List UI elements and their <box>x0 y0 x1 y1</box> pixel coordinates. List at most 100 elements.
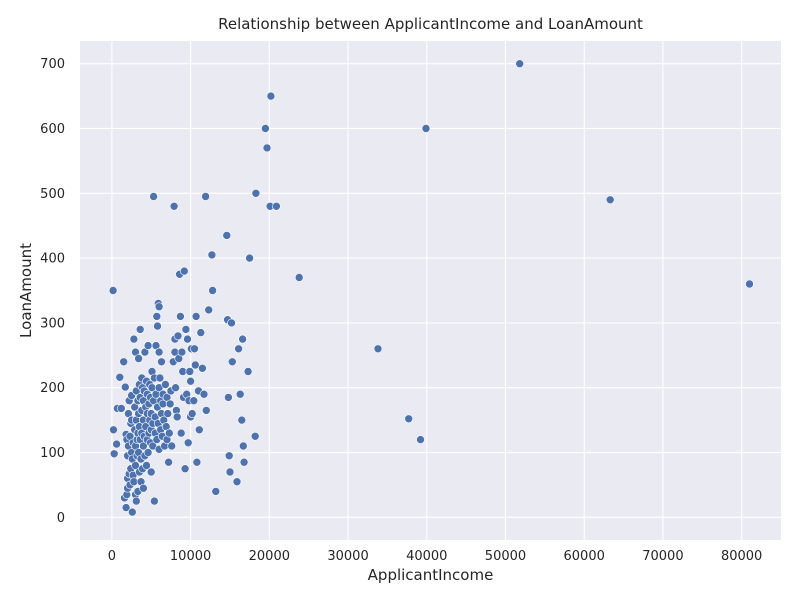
data-point <box>225 467 235 477</box>
data-point <box>165 428 174 438</box>
data-point <box>232 477 242 487</box>
data-point <box>228 357 237 367</box>
data-point <box>177 347 187 357</box>
data-point <box>139 483 148 493</box>
data-point <box>416 435 425 444</box>
data-point <box>129 334 139 344</box>
data-point <box>131 461 140 470</box>
data-point <box>272 202 281 211</box>
y-tick-label: 100 <box>40 446 65 461</box>
data-point <box>171 383 180 393</box>
data-point <box>605 195 615 205</box>
x-tick-label: 10000 <box>170 549 211 564</box>
data-point <box>152 312 162 321</box>
data-point <box>745 279 754 289</box>
data-point <box>132 496 141 506</box>
data-point <box>251 189 261 198</box>
data-point <box>167 441 176 451</box>
data-point <box>239 457 249 467</box>
y-tick-label: 400 <box>40 252 65 267</box>
data-point <box>239 441 248 451</box>
data-point <box>181 325 191 334</box>
data-point <box>404 414 414 424</box>
data-point <box>108 286 118 295</box>
data-point <box>222 231 232 240</box>
data-point <box>164 457 173 467</box>
data-point <box>134 354 143 363</box>
data-point <box>109 449 119 459</box>
x-tick-label: 80000 <box>721 549 762 564</box>
data-points <box>108 59 754 517</box>
data-point <box>135 325 145 334</box>
data-point <box>195 425 204 435</box>
y-axis-label: LoanAmount <box>17 243 35 338</box>
data-point <box>139 441 148 451</box>
data-point <box>208 286 217 295</box>
data-point <box>192 457 202 467</box>
data-point <box>262 143 272 153</box>
data-point <box>169 202 179 211</box>
x-tick-label: 70000 <box>642 549 683 564</box>
data-point <box>234 344 243 354</box>
data-point <box>143 448 153 457</box>
y-tick-label: 600 <box>40 122 65 137</box>
x-tick-label: 30000 <box>327 549 368 564</box>
data-point <box>227 318 236 328</box>
data-point <box>243 367 253 376</box>
data-point <box>149 192 158 201</box>
data-point <box>266 91 276 101</box>
data-point <box>154 302 164 312</box>
data-point <box>180 464 190 474</box>
data-point <box>294 273 304 282</box>
data-point <box>157 357 166 367</box>
data-point <box>191 312 201 321</box>
data-point <box>187 409 197 418</box>
data-point <box>153 321 162 331</box>
data-point <box>119 357 128 367</box>
chart-title: Relationship between ApplicantIncome and… <box>218 15 643 33</box>
data-point <box>163 409 173 418</box>
data-point <box>235 389 245 399</box>
data-point <box>186 376 195 386</box>
x-tick-labels: 0 10000 20000 30000 40000 50000 60000 70000 8000… <box>108 549 763 564</box>
plot-area <box>80 41 781 540</box>
data-point <box>109 425 118 435</box>
data-point <box>224 393 233 402</box>
x-axis-label: ApplicantIncome <box>368 566 494 584</box>
x-tick-label: 20000 <box>249 549 290 564</box>
grid-lines <box>80 41 781 540</box>
data-point <box>155 373 165 383</box>
data-point <box>112 439 121 449</box>
data-point <box>183 438 193 448</box>
data-point <box>150 496 159 506</box>
data-point <box>146 467 156 477</box>
y-tick-label: 200 <box>40 381 65 396</box>
data-point <box>238 334 247 344</box>
data-point <box>173 331 183 341</box>
data-point <box>211 487 221 496</box>
data-point <box>161 380 170 389</box>
y-tick-label: 300 <box>40 316 65 331</box>
data-point <box>180 266 189 276</box>
data-point <box>189 396 199 406</box>
y-tick-label: 0 <box>57 511 65 526</box>
data-point <box>373 344 383 354</box>
data-point <box>183 334 192 344</box>
data-point <box>237 415 247 425</box>
data-point <box>185 367 195 376</box>
data-point <box>421 124 431 133</box>
data-point <box>191 360 200 370</box>
data-point <box>128 507 137 517</box>
data-point <box>515 59 525 69</box>
data-point <box>176 428 186 438</box>
data-point <box>190 344 199 354</box>
data-point <box>199 389 209 399</box>
y-tick-label: 500 <box>40 187 65 202</box>
y-tick-label: 700 <box>40 57 65 72</box>
data-point <box>165 399 175 409</box>
x-tick-label: 50000 <box>485 549 526 564</box>
data-point <box>176 312 185 321</box>
data-point <box>129 477 139 487</box>
data-point <box>198 363 207 373</box>
